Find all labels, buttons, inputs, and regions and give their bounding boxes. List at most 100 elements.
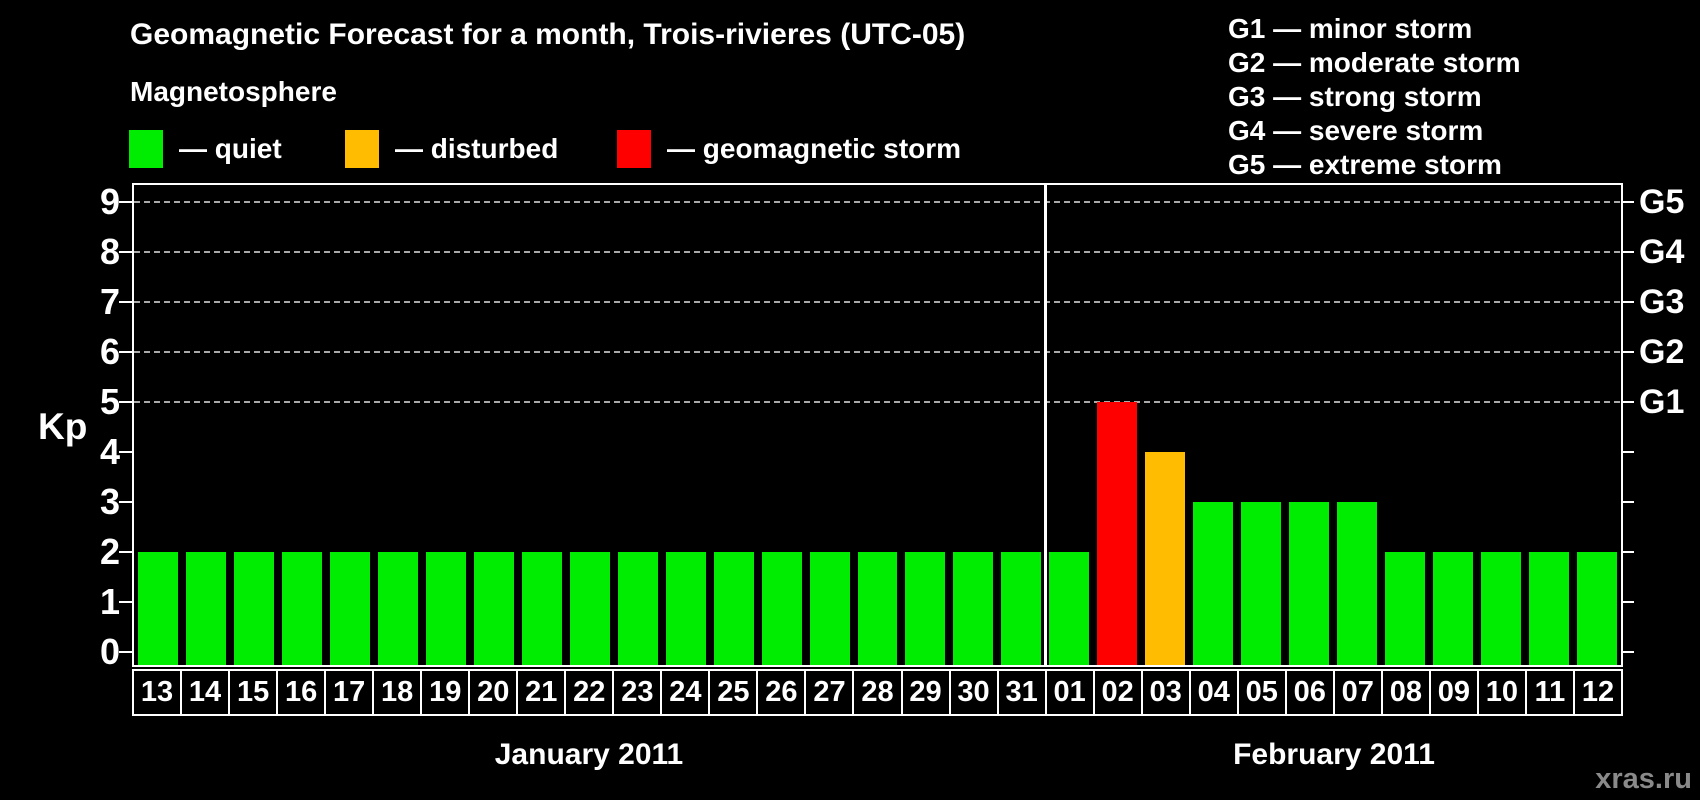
kp-bar-day-03	[1145, 452, 1186, 665]
day-cell-20: 20	[468, 669, 519, 716]
day-cell-06: 06	[1284, 669, 1335, 716]
right-tick-kp3	[1621, 501, 1634, 503]
gridline-kp6	[134, 351, 1621, 353]
g-scale-legend-item-2: G2 — moderate storm	[1228, 47, 1521, 78]
kp-bar-day-21	[521, 552, 562, 665]
kp-bar-day-14	[185, 552, 226, 665]
y-tick-label-1: 1	[99, 581, 120, 622]
kp-bar-day-30	[953, 552, 994, 665]
g-axis-label-G2: G2	[1639, 333, 1685, 371]
y-tick-label-6: 6	[99, 331, 120, 372]
kp-bar-day-20	[473, 552, 514, 665]
kp-bar-day-23	[617, 552, 658, 665]
watermark: xras.ru	[1595, 763, 1692, 795]
day-cell-03: 03	[1140, 669, 1191, 716]
g-scale-legend: G1 — minor storm G2 — moderate storm G3 — …	[1228, 12, 1521, 182]
right-tick-kp2	[1621, 551, 1634, 553]
kp-bar-day-09	[1433, 552, 1474, 665]
month-label-february: February 2011	[1233, 738, 1435, 771]
g-axis-label-G1: G1	[1639, 383, 1685, 421]
plot-area	[132, 183, 1623, 667]
left-tick-kp4	[119, 451, 132, 453]
day-cell-14: 14	[180, 669, 231, 716]
kp-bar-day-07	[1337, 502, 1378, 665]
disturbed-color-swatch	[345, 130, 379, 168]
right-tick-kp7	[1621, 301, 1634, 303]
chart-subtitle: Magnetosphere	[130, 76, 337, 107]
left-tick-kp0	[119, 651, 132, 653]
kp-bar-day-02	[1097, 402, 1138, 665]
legend-label-disturbed: — disturbed	[395, 133, 559, 164]
day-cell-31: 31	[996, 669, 1047, 716]
kp-bar-day-12	[1577, 552, 1617, 665]
y-tick-label-3: 3	[99, 481, 120, 522]
right-tick-kp8	[1621, 251, 1634, 253]
kp-bar-day-15	[233, 552, 274, 665]
day-cell-25: 25	[708, 669, 759, 716]
kp-bar-day-01	[1049, 552, 1090, 665]
gridline-kp5	[134, 401, 1621, 403]
day-cell-27: 27	[804, 669, 855, 716]
day-cell-16: 16	[276, 669, 327, 716]
month-boundary-divider	[1043, 185, 1047, 665]
y-tick-label-5: 5	[99, 381, 120, 422]
day-cell-11: 11	[1524, 669, 1575, 716]
day-cell-10: 10	[1476, 669, 1527, 716]
left-tick-kp2	[119, 551, 132, 553]
day-cell-02: 02	[1092, 669, 1143, 716]
g-scale-legend-item-5: G5 — extreme storm	[1228, 149, 1502, 180]
legend-item-storm: — geomagnetic storm	[617, 128, 961, 170]
y-tick-label-9: 9	[99, 181, 120, 222]
right-tick-kp6	[1621, 351, 1634, 353]
kp-bar-day-31	[1001, 552, 1042, 665]
g-scale-legend-item-4: G4 — severe storm	[1228, 115, 1484, 146]
kp-bar-day-13	[138, 552, 178, 665]
day-cell-29: 29	[900, 669, 951, 716]
kp-bar-day-25	[713, 552, 754, 665]
month-label-january: January 2011	[494, 738, 684, 771]
day-cell-21: 21	[516, 669, 567, 716]
kp-bar-day-10	[1481, 552, 1522, 665]
left-tick-kp1	[119, 601, 132, 603]
day-cell-15: 15	[228, 669, 279, 716]
g-axis-label-G4: G4	[1639, 233, 1685, 271]
kp-bar-day-08	[1385, 552, 1426, 665]
kp-bar-day-17	[329, 552, 370, 665]
right-tick-kp5	[1621, 401, 1634, 403]
y-axis-label-kp: Kp	[38, 406, 88, 447]
legend-item-quiet: — quiet	[129, 128, 282, 170]
day-axis-row: 13 14 15 16 17 18 19 20 21 22 23 24 25 26 27 28 29 30 31 01…	[132, 669, 1623, 716]
gridline-kp7	[134, 301, 1621, 303]
y-tick-label-7: 7	[99, 281, 120, 322]
legend-label-quiet: — quiet	[179, 133, 282, 164]
left-tick-kp9	[119, 201, 132, 203]
right-tick-kp1	[1621, 601, 1634, 603]
kp-bar-day-05	[1241, 502, 1282, 665]
day-cell-17: 17	[324, 669, 375, 716]
kp-bar-day-06	[1289, 502, 1330, 665]
right-tick-kp4	[1621, 451, 1634, 453]
kp-bar-day-04	[1193, 502, 1234, 665]
kp-bar-day-28	[857, 552, 898, 665]
kp-bar-day-29	[905, 552, 946, 665]
y-tick-label-0: 0	[99, 631, 120, 672]
day-cell-26: 26	[756, 669, 807, 716]
day-cell-19: 19	[420, 669, 471, 716]
day-cell-13: 13	[132, 669, 183, 716]
right-tick-kp0	[1621, 651, 1634, 653]
kp-bar-day-18	[377, 552, 418, 665]
gridline-kp8	[134, 251, 1621, 253]
left-tick-kp8	[119, 251, 132, 253]
day-cell-01: 01	[1044, 669, 1095, 716]
storm-color-swatch	[617, 130, 651, 168]
day-cell-07: 07	[1332, 669, 1383, 716]
kp-bar-day-27	[809, 552, 850, 665]
day-cell-24: 24	[660, 669, 711, 716]
legend-label-storm: — geomagnetic storm	[667, 133, 962, 164]
kp-bar-day-24	[665, 552, 706, 665]
day-cell-12: 12	[1572, 669, 1623, 716]
kp-bar-day-19	[425, 552, 466, 665]
kp-bar-day-11	[1529, 552, 1570, 665]
left-tick-kp7	[119, 301, 132, 303]
